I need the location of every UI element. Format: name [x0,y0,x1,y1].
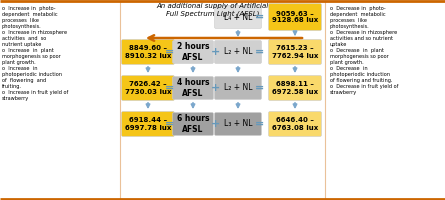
FancyBboxPatch shape [214,40,262,64]
FancyBboxPatch shape [214,76,262,99]
Text: +: + [210,119,220,129]
Text: 9059.63 –
9128.68 lux: 9059.63 – 9128.68 lux [272,10,318,23]
Text: =: = [166,83,174,93]
FancyBboxPatch shape [268,112,321,136]
Text: =: = [255,119,265,129]
Text: 6 hours
AFSL: 6 hours AFSL [177,114,209,134]
Text: o  Increase in  photo-
dependent  metabolic
processes  like
photosynthesis.
o  I: o Increase in photo- dependent metabolic… [2,6,68,101]
Text: 7615.23 –
7762.94 lux: 7615.23 – 7762.94 lux [272,46,318,58]
FancyBboxPatch shape [268,40,321,64]
Text: 6898.11 –
6972.58 lux: 6898.11 – 6972.58 lux [272,82,318,95]
Text: 4 hours
AFSL: 4 hours AFSL [177,78,209,98]
FancyBboxPatch shape [268,75,321,100]
FancyBboxPatch shape [121,112,174,136]
Text: L₃ + NL: L₃ + NL [224,119,252,129]
FancyBboxPatch shape [214,5,262,28]
Text: L₄ + NL: L₄ + NL [224,12,252,21]
Text: o  Decrease in  photo-
dependent  metabolic
processes  like
photosynthesis.
o  D: o Decrease in photo- dependent metabolic… [330,6,398,95]
Text: +: + [210,47,220,57]
FancyBboxPatch shape [121,75,174,100]
Text: =: = [166,47,174,57]
Text: +: + [210,83,220,93]
Text: =: = [255,12,265,22]
Text: 8849.60 –
8910.32 lux: 8849.60 – 8910.32 lux [125,46,171,58]
Text: 6646.40 –
6763.08 lux: 6646.40 – 6763.08 lux [272,117,318,130]
FancyBboxPatch shape [173,76,214,99]
Text: =: = [255,83,265,93]
FancyBboxPatch shape [173,112,214,136]
Text: 2 hours
AFSL: 2 hours AFSL [177,42,209,62]
Text: An additional supply of Artificial
Full Spectrum Light (AFSL): An additional supply of Artificial Full … [157,3,269,17]
Text: 6918.44 –
6997.78 lux: 6918.44 – 6997.78 lux [125,117,171,130]
Text: L₂ + NL: L₂ + NL [224,84,252,92]
Text: =: = [255,47,265,57]
FancyBboxPatch shape [214,112,262,136]
FancyBboxPatch shape [173,40,214,64]
Text: 7626.42 –
7730.03 lux: 7626.42 – 7730.03 lux [125,82,171,95]
FancyBboxPatch shape [121,40,174,64]
Text: L₂ + NL: L₂ + NL [224,47,252,56]
Text: =: = [166,119,174,129]
FancyBboxPatch shape [268,3,321,30]
